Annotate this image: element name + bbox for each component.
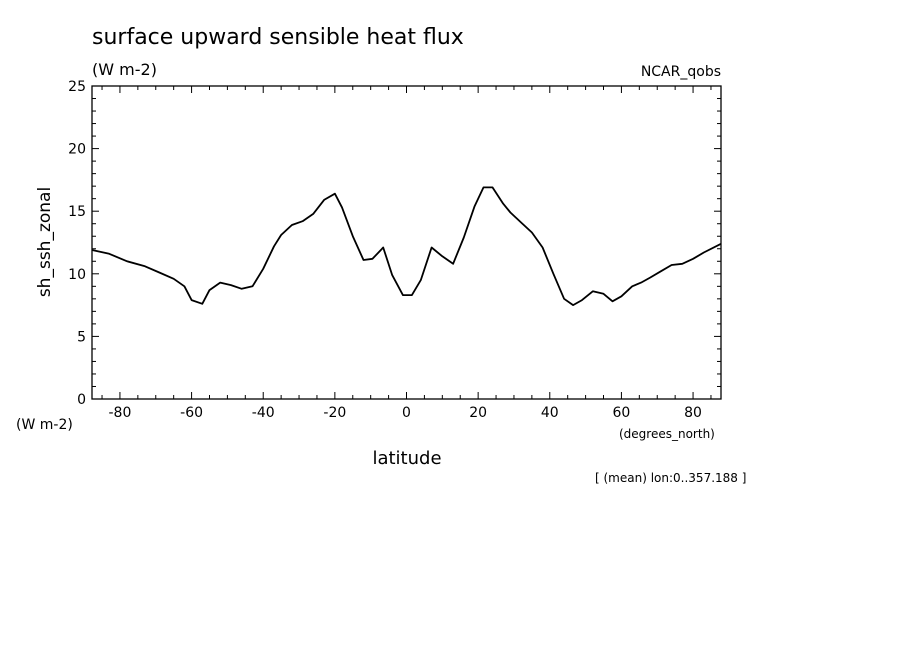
y-tick-label: 10: [68, 267, 86, 283]
x-tick-label: -20: [323, 405, 346, 421]
series-layer: [91, 186, 722, 307]
y-tick-label: 0: [77, 392, 86, 408]
chart-title: surface upward sensible heat flux: [92, 25, 464, 50]
x-axis-units: (degrees_north): [619, 427, 715, 441]
y-axis-ticks: 0 5 10 15 20 25: [68, 79, 721, 408]
footnote: [ (mean) lon:0..357.188 ]: [595, 471, 746, 485]
x-axis-ticks: -80 -60 -40 -20 0 20 40 60 80: [101, 86, 712, 421]
y-axis-units: (W m-2): [16, 417, 73, 433]
title-units: (W m-2): [92, 60, 157, 79]
x-tick-label: -60: [180, 405, 203, 421]
x-tick-label: 40: [541, 405, 559, 421]
y-tick-label: 15: [68, 204, 86, 220]
series-line: [91, 186, 722, 307]
y-axis-label: sh_ssh_zonal: [35, 187, 55, 297]
x-tick-label: 60: [613, 405, 631, 421]
x-tick-label: 80: [684, 405, 702, 421]
x-tick-label: 0: [402, 405, 411, 421]
x-axis-label: latitude: [372, 448, 441, 469]
dataset-label: NCAR_qobs: [641, 64, 721, 80]
y-tick-label: 25: [68, 79, 86, 95]
y-tick-label: 20: [68, 142, 86, 158]
y-tick-label: 5: [77, 329, 86, 345]
x-tick-label: 20: [469, 405, 487, 421]
x-tick-label: -80: [109, 405, 132, 421]
x-tick-label: -40: [252, 405, 275, 421]
plot-frame: [91, 85, 722, 400]
